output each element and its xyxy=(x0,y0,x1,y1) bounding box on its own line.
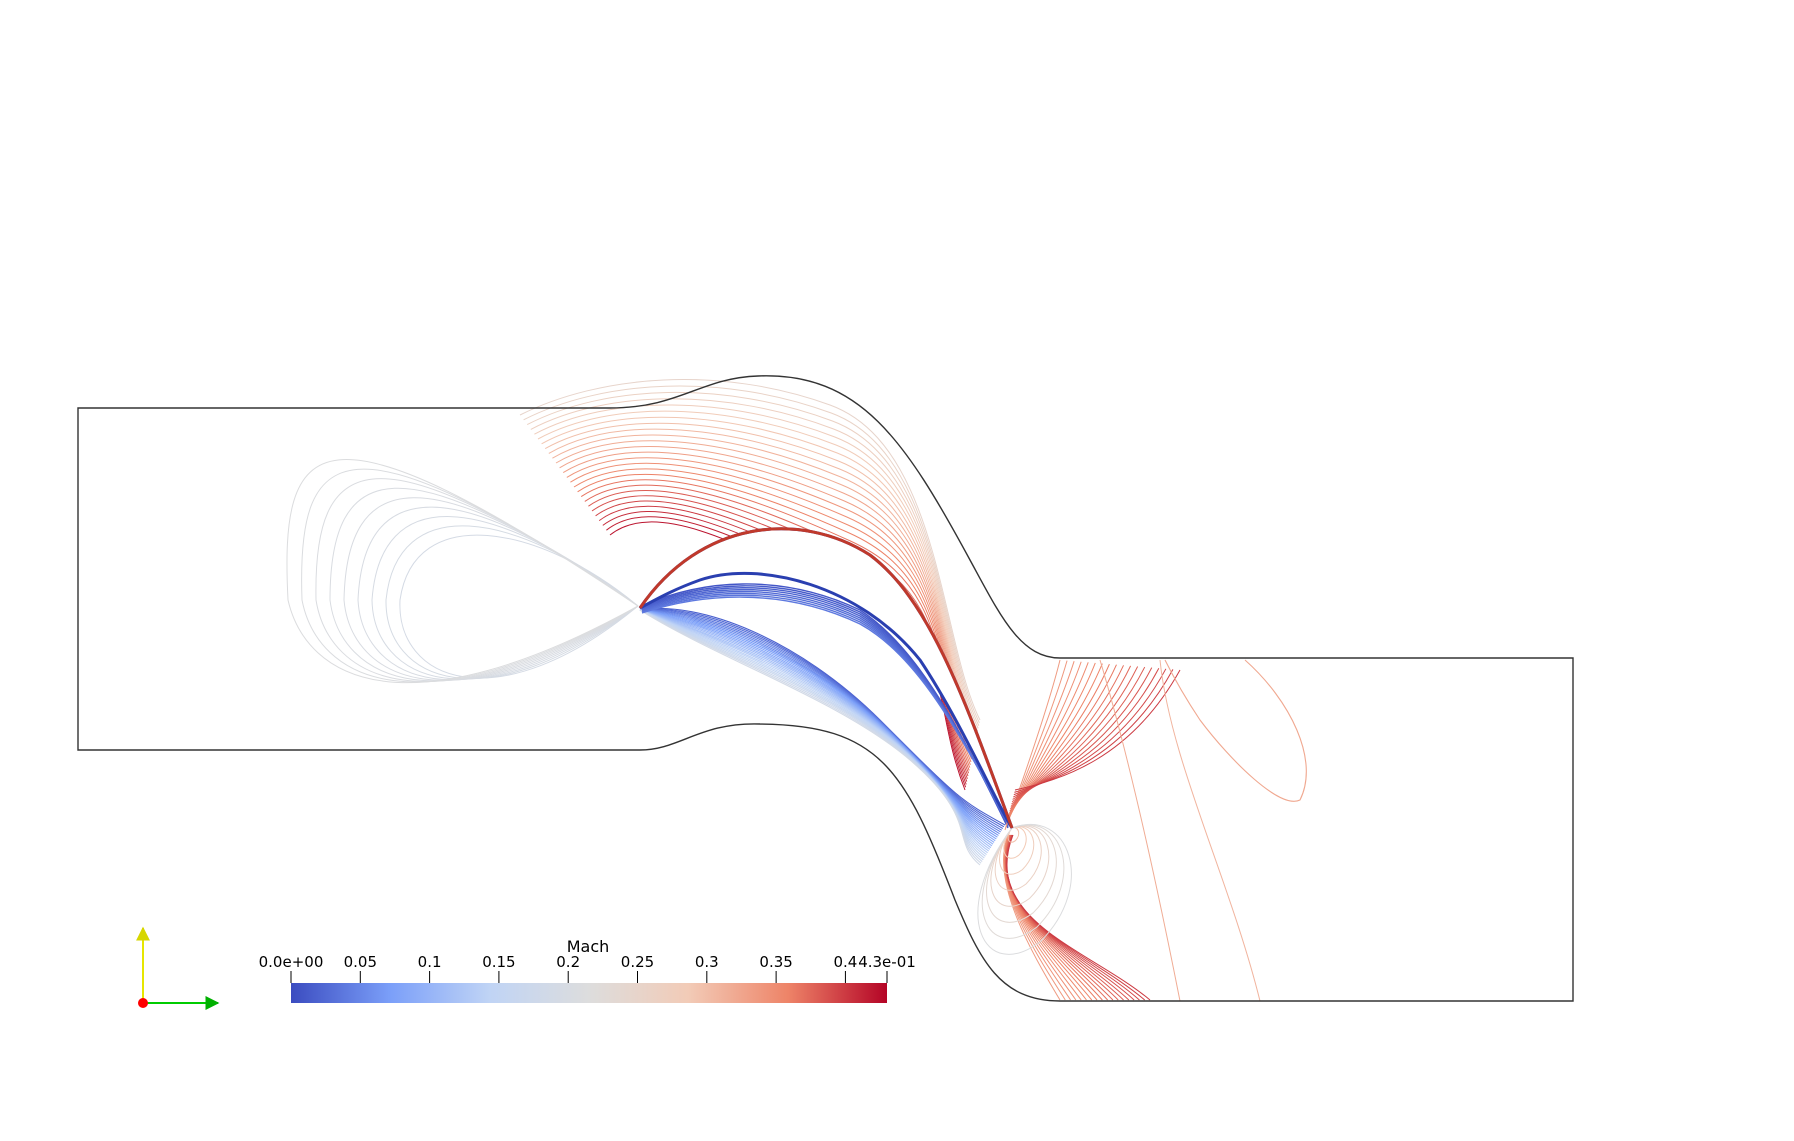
streamline xyxy=(385,525,639,680)
streamline xyxy=(541,416,977,738)
colorbar-tick-label: 0.25 xyxy=(621,953,654,971)
orientation-axes xyxy=(136,926,220,1010)
streamline xyxy=(994,825,1042,891)
streamline xyxy=(990,825,1050,907)
streamline xyxy=(639,609,990,852)
streamline xyxy=(639,609,985,859)
streamline xyxy=(986,825,1057,923)
axis-z-origin xyxy=(138,998,148,1008)
streamline xyxy=(1006,669,1181,1001)
streamline xyxy=(999,826,1035,875)
streamline xyxy=(1007,827,1020,843)
streamline xyxy=(1099,659,1181,1002)
streamline xyxy=(519,379,981,721)
streamline xyxy=(639,609,996,842)
blade-suction-edge xyxy=(638,527,1014,829)
streamline xyxy=(1159,659,1261,1002)
colorbar-tick-label: 0.2 xyxy=(556,953,580,971)
streamline xyxy=(526,392,980,726)
color-legend: Mach 0.0e+00 0.05 0.1 0.15 0.2 0.25 0.3 0.35 0.4… xyxy=(259,937,916,1003)
colorbar-title: Mach xyxy=(567,937,610,956)
streamline xyxy=(399,534,639,679)
streamlines xyxy=(286,379,1307,1002)
streamline xyxy=(1003,826,1027,859)
streamline xyxy=(357,506,639,681)
streamline xyxy=(537,410,978,735)
streamline xyxy=(639,609,993,847)
colorbar-tick-label: 0.1 xyxy=(418,953,442,971)
streamline xyxy=(639,609,992,849)
streamline xyxy=(1005,668,1160,1001)
streamline xyxy=(286,459,639,683)
streamline xyxy=(523,385,980,724)
streamline xyxy=(639,609,982,864)
colorbar-tick-label: 0.35 xyxy=(759,953,792,971)
streamline xyxy=(639,609,981,866)
streamline xyxy=(1005,667,1153,1001)
streamline xyxy=(548,428,976,743)
streamline xyxy=(1004,663,1110,1001)
streamline xyxy=(544,422,977,740)
streamline xyxy=(639,609,983,862)
streamline xyxy=(639,609,984,861)
colorbar-tick-label: 0.05 xyxy=(344,953,377,971)
streamline xyxy=(315,478,639,682)
streamline xyxy=(1003,662,1089,1001)
streamline xyxy=(343,497,639,681)
streamline xyxy=(639,609,991,850)
streamline xyxy=(371,516,639,680)
colorbar-ticks: 0.0e+00 0.05 0.1 0.15 0.2 0.25 0.3 0.35 0.4 4.3e-… xyxy=(259,953,916,983)
streamline xyxy=(981,824,1065,939)
streamline xyxy=(639,609,987,856)
streamline xyxy=(329,487,639,682)
streamline xyxy=(555,440,975,749)
colorbar-tick-label: 0.15 xyxy=(482,953,515,971)
streamline xyxy=(639,609,988,854)
domain-outline xyxy=(77,375,1574,1002)
streamline xyxy=(641,596,1009,822)
colorbar-gradient xyxy=(291,983,887,1003)
colorbar-tick-label: 0.3 xyxy=(695,953,719,971)
streamline xyxy=(639,609,986,857)
colorbar-tick-label: 4.3e-01 xyxy=(858,953,916,971)
streamline xyxy=(1164,659,1307,802)
streamline xyxy=(530,398,979,729)
colorbar-tick-label: 0.0e+00 xyxy=(259,953,324,971)
streamline xyxy=(552,434,976,746)
colorbar-tick-label: 0.4 xyxy=(833,953,857,971)
streamline xyxy=(977,823,1072,955)
